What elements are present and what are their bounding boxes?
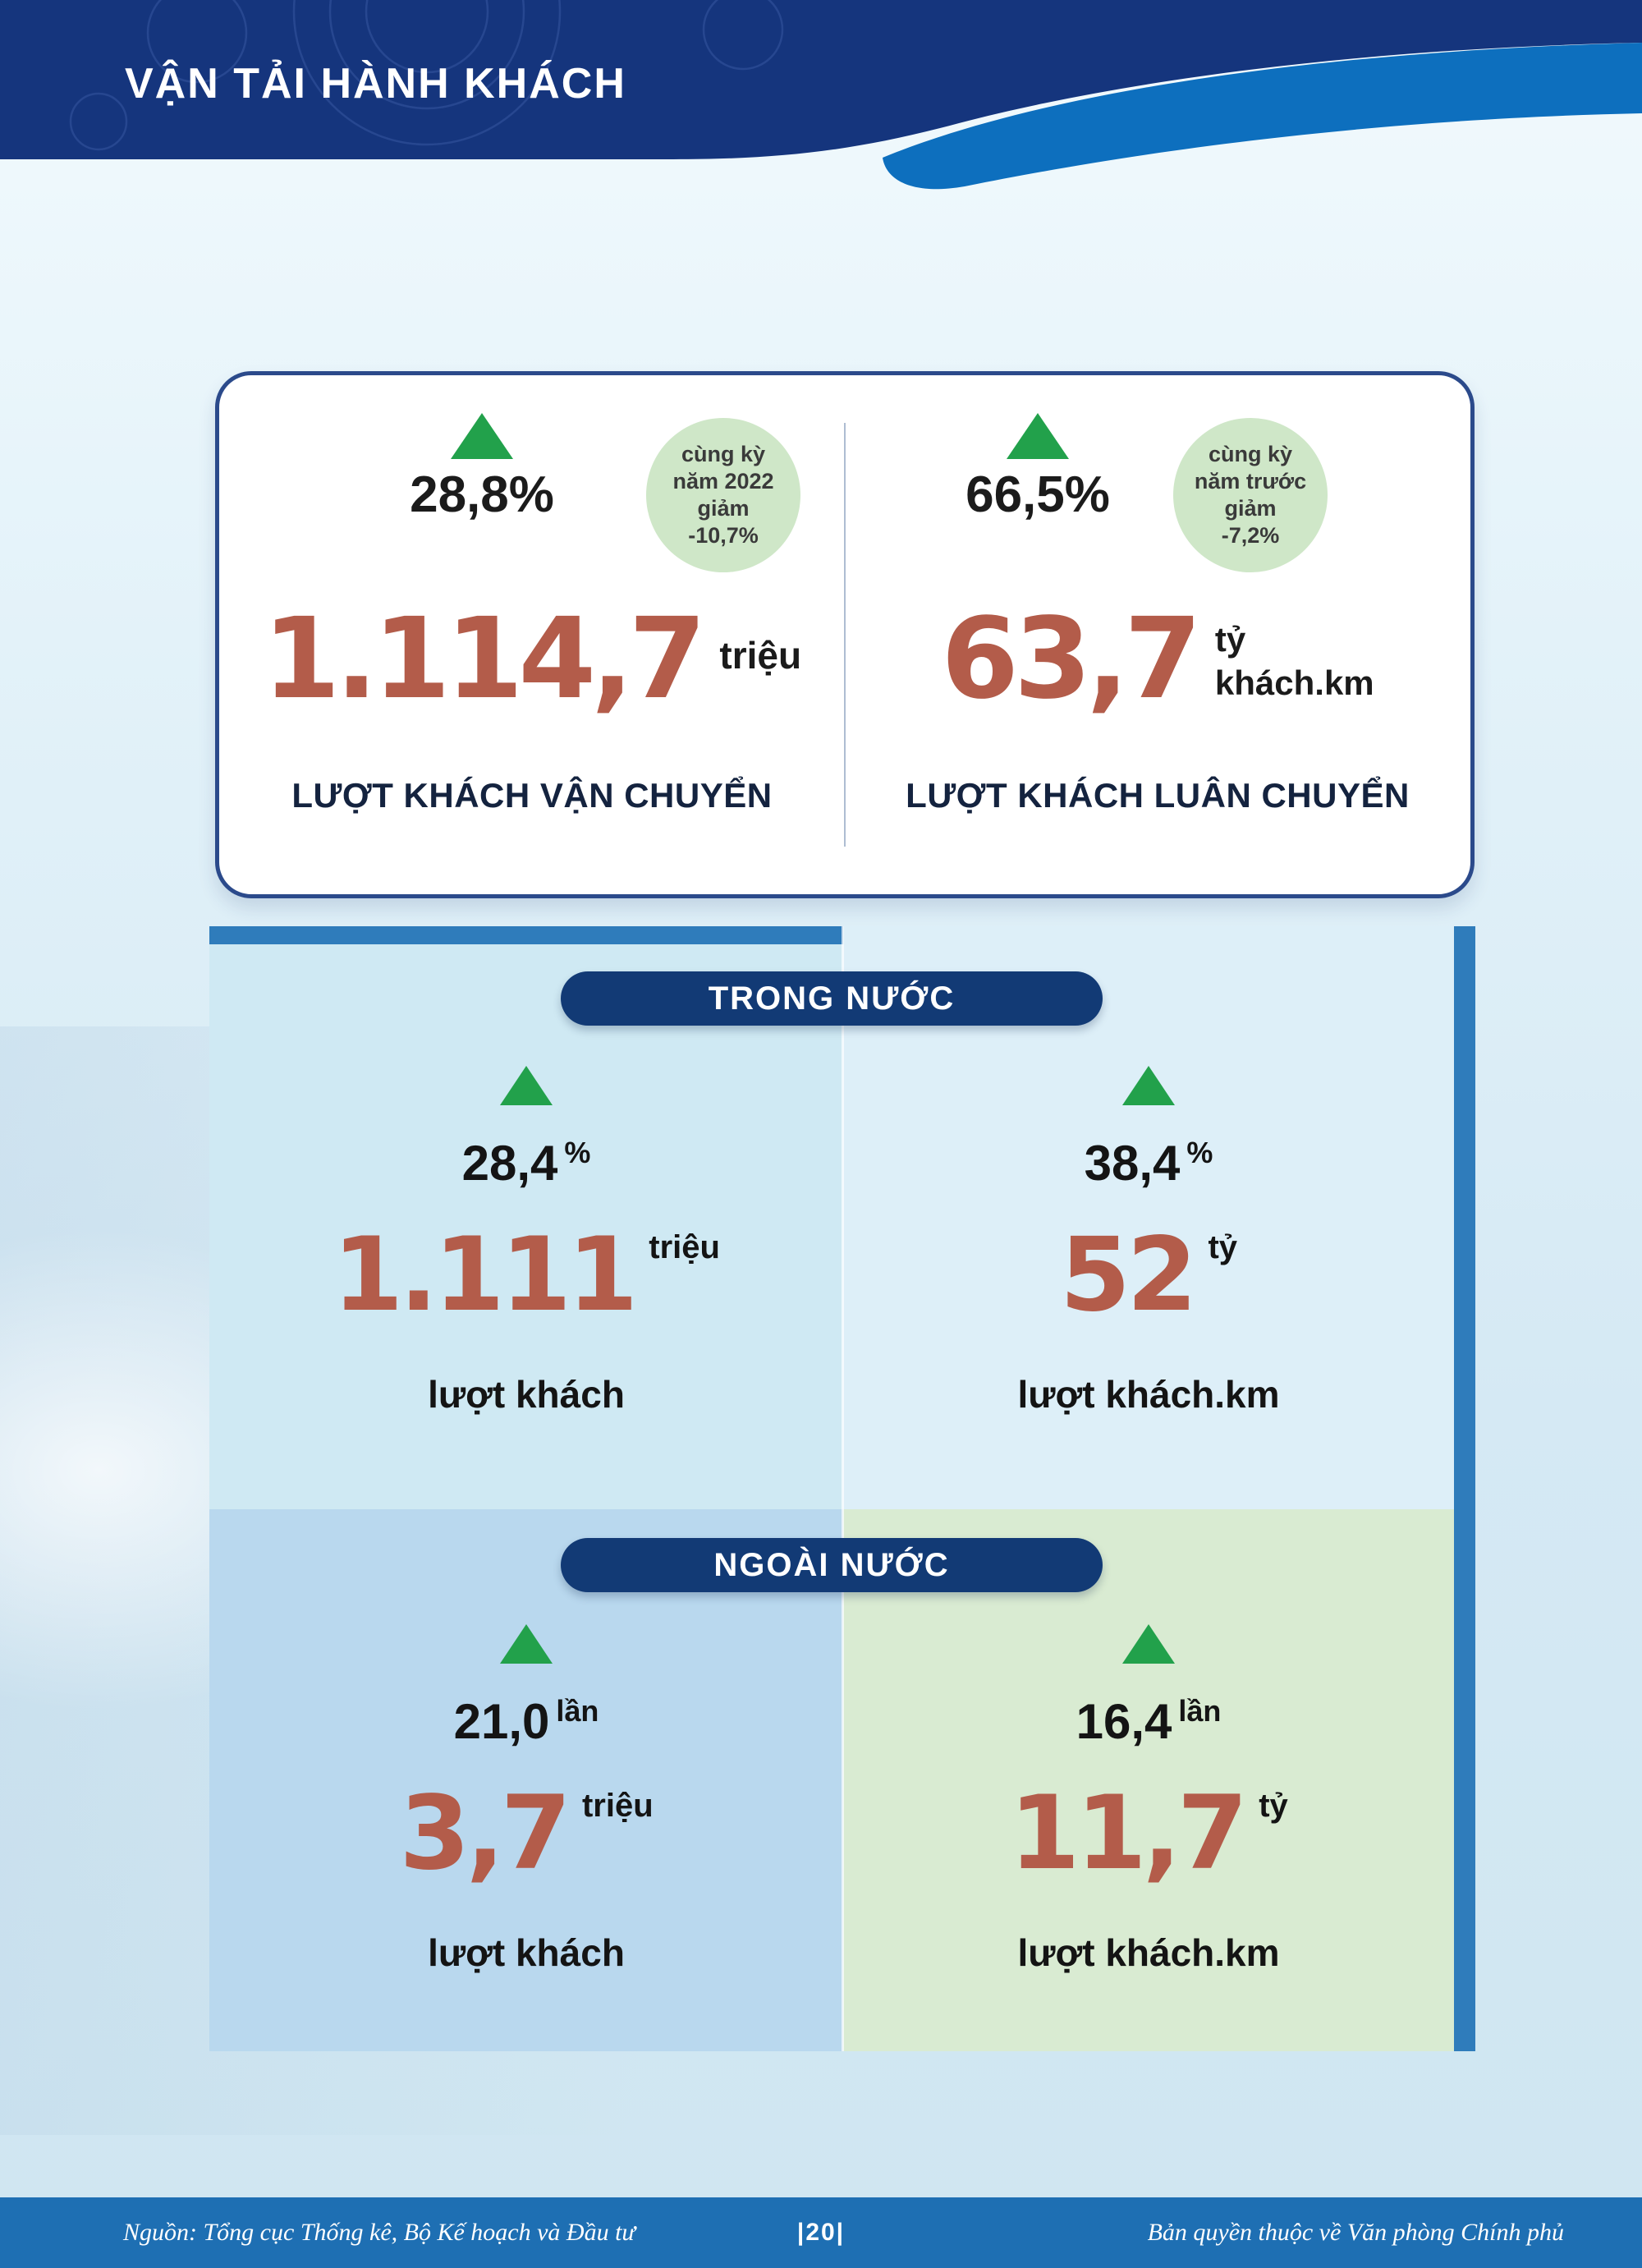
footer-source: Nguồn: Tổng cục Thống kê, Bộ Kế hoạch và…: [123, 2219, 635, 2246]
header-swoosh: [0, 0, 1642, 190]
international-passengers-unit: triệu: [581, 1788, 654, 1824]
domestic-section-header: TRONG NƯỚC: [561, 971, 1103, 1026]
domestic-passengers-unit: triệu: [649, 1229, 720, 1265]
international-passengers-growth: 21,0 lần: [453, 1694, 599, 1749]
domestic-passenger-km-unit: tỷ: [1208, 1229, 1238, 1265]
transported-unit: triệu: [719, 634, 802, 677]
stats-panels: 28,4% 1.111 triệu lượt khách 38,4% 52 tỷ…: [209, 926, 1475, 2051]
up-triangle-icon: [500, 1624, 553, 1664]
badge-line: cùng kỳ: [681, 442, 766, 467]
domestic-passengers-growth: 28,4%: [461, 1136, 591, 1191]
domestic-passenger-km-label: lượt khách.km: [1017, 1373, 1280, 1416]
rotation-value: 63,7: [941, 595, 1202, 724]
international-passenger-km-growth: 16,4 lần: [1076, 1694, 1222, 1749]
badge-line: năm trước: [1194, 469, 1307, 494]
up-triangle-icon: [451, 413, 513, 459]
footer-page-number: |20|: [796, 2219, 846, 2246]
badge-line: -7,2%: [1221, 522, 1280, 548]
badge-line: giảm: [1224, 496, 1277, 521]
badge-line: năm 2022: [672, 469, 774, 494]
international-passenger-km-label: lượt khách.km: [1017, 1931, 1280, 1974]
rotation-unit: tỷ khách.km: [1214, 620, 1374, 702]
up-triangle-icon: [1122, 1066, 1175, 1105]
rotation-growth-percent: 66,5%: [965, 466, 1110, 523]
badge-line: cùng kỳ: [1208, 442, 1293, 467]
footer-bar: Nguồn: Tổng cục Thống kê, Bộ Kế hoạch và…: [0, 2197, 1642, 2268]
domestic-passengers-value: 1.111: [333, 1216, 638, 1334]
card-divider: [844, 423, 846, 847]
growth-note-badge: cùng kỳ năm 2022 giảm -10,7%: [646, 418, 800, 572]
summary-card: 28,8% cùng kỳ năm 2022 giảm -10,7% 1.114…: [215, 371, 1475, 898]
transported-value: 1.114,7: [262, 595, 706, 724]
international-passengers-label: lượt khách: [428, 1931, 625, 1974]
international-passenger-km-unit: tỷ: [1259, 1788, 1288, 1824]
summary-rotation: 66,5% cùng kỳ năm trước giảm -7,2% 63,7 …: [845, 375, 1470, 894]
domestic-passenger-km-growth: 38,4%: [1084, 1136, 1213, 1191]
summary-transported: 28,8% cùng kỳ năm 2022 giảm -10,7% 1.114…: [219, 375, 845, 894]
international-passenger-km-value: 11,7: [1009, 1774, 1248, 1893]
domestic-passengers-panel: 28,4% 1.111 triệu lượt khách: [209, 944, 843, 1509]
footer-copyright: Bản quyền thuộc về Văn phòng Chính phủ: [1147, 2219, 1564, 2246]
up-triangle-icon: [1122, 1624, 1175, 1664]
panel-column-divider: [842, 926, 844, 2051]
up-triangle-icon: [500, 1066, 553, 1105]
domestic-passenger-km-value: 52: [1059, 1216, 1198, 1334]
transported-growth-percent: 28,8%: [410, 466, 554, 523]
badge-line: -10,7%: [688, 522, 759, 548]
international-passengers-value: 3,7: [399, 1774, 571, 1893]
page-title: VẬN TẢI HÀNH KHÁCH: [125, 60, 626, 108]
up-triangle-icon: [1007, 413, 1069, 459]
international-section-header: NGOÀI NƯỚC: [561, 1538, 1103, 1592]
rotation-label: LƯỢT KHÁCH LUÂN CHUYỂN: [906, 776, 1410, 815]
growth-note-badge: cùng kỳ năm trước giảm -7,2%: [1173, 418, 1328, 572]
domestic-passengers-label: lượt khách: [428, 1373, 625, 1416]
badge-line: giảm: [697, 496, 750, 521]
transported-label: LƯỢT KHÁCH VẬN CHUYỂN: [291, 776, 773, 815]
dongson-drum-pattern-icon: [69, 0, 784, 151]
